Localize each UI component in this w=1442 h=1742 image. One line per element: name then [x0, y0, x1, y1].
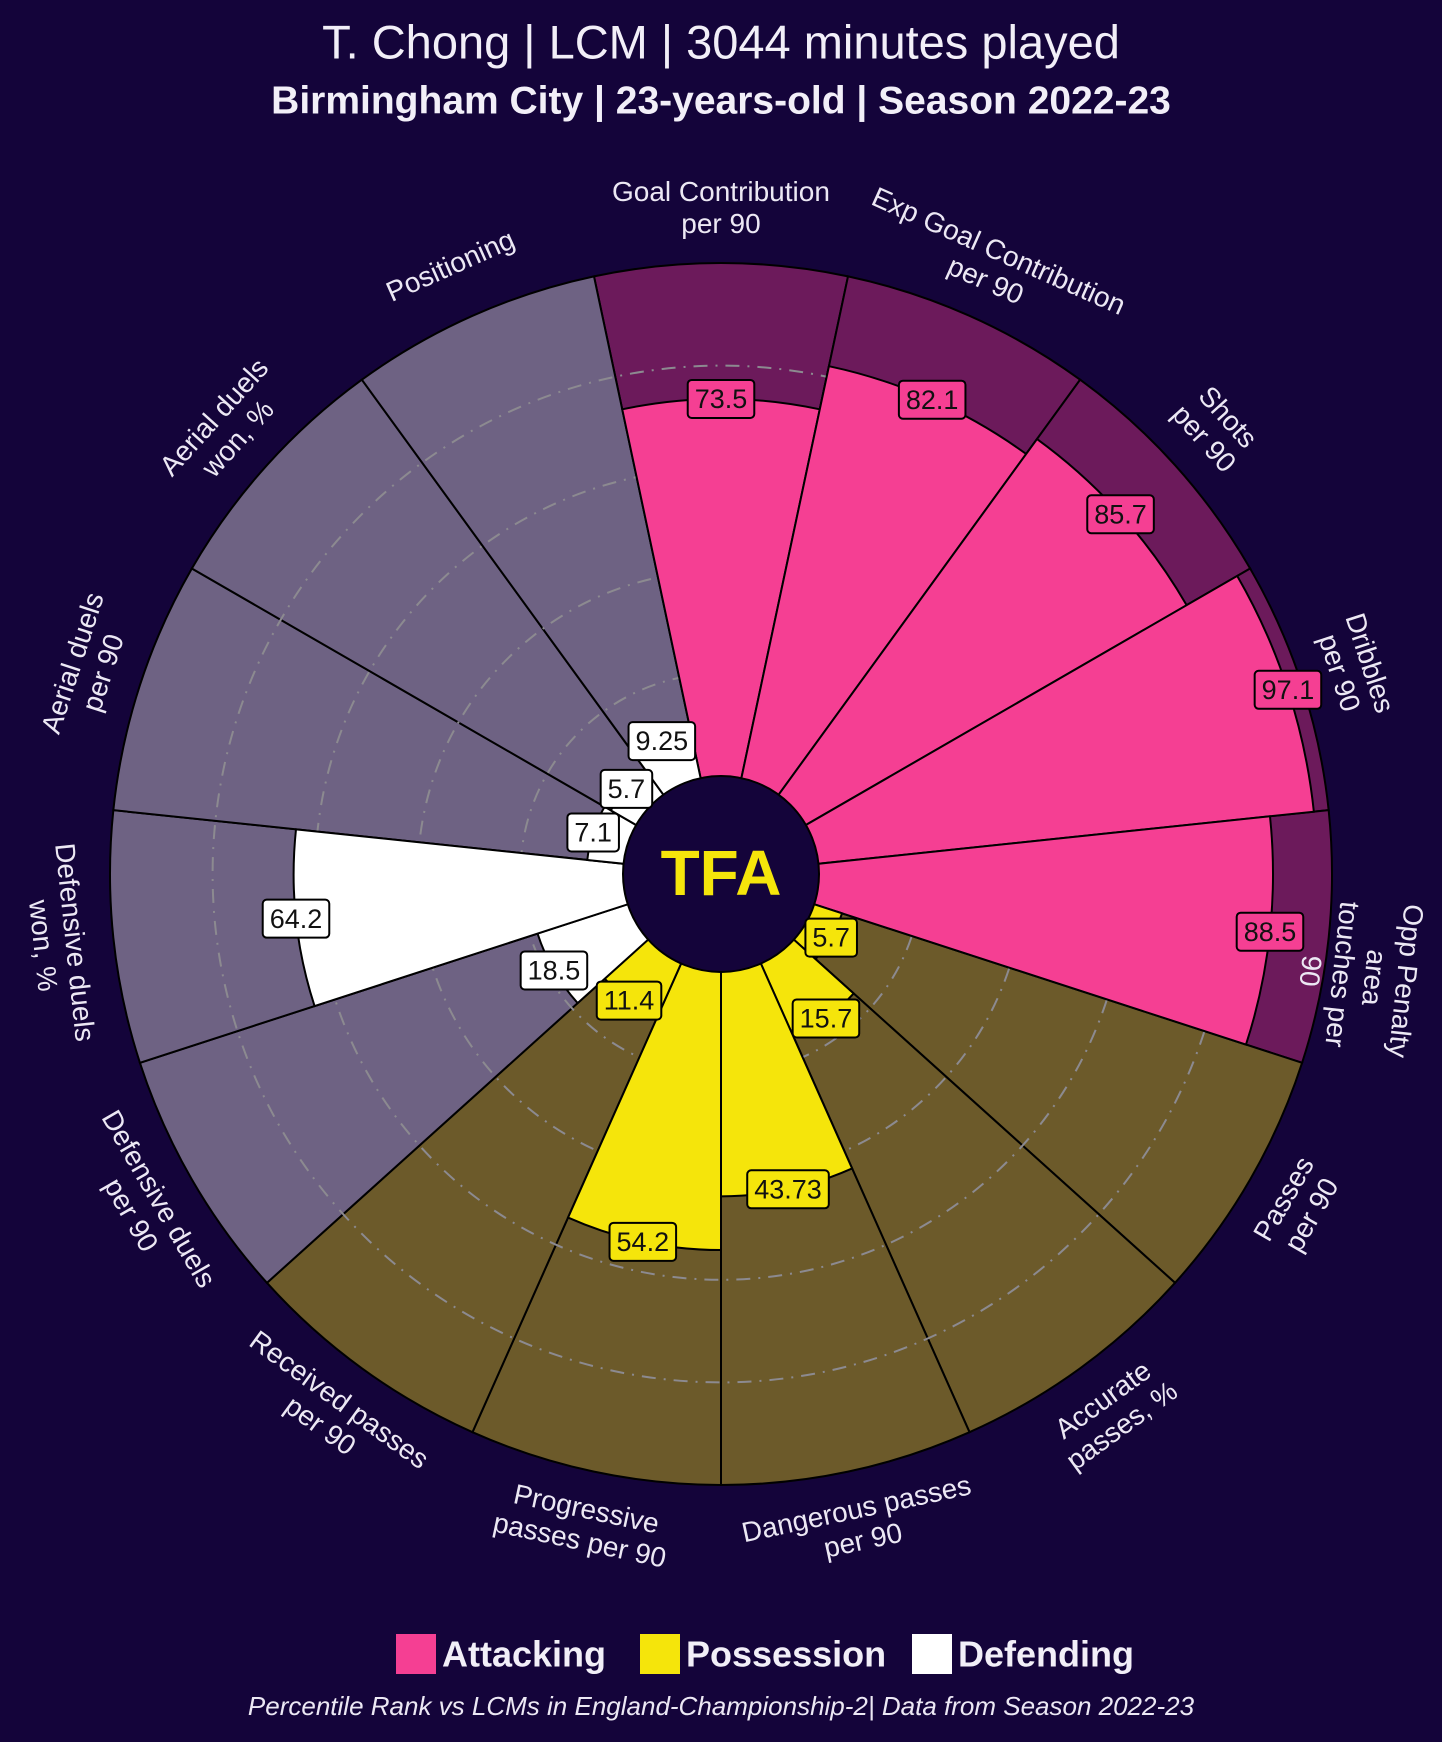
value-label-text: 5.7: [812, 923, 850, 953]
value-label: 82.1: [897, 379, 967, 420]
value-label-box: [608, 1221, 678, 1262]
category-label: Opp Penalty area touches per 90: [1293, 899, 1430, 1059]
value-label: 85.7: [1086, 494, 1155, 535]
value-label: 11.4: [595, 980, 663, 1021]
value-label: 88.5: [1235, 911, 1305, 952]
value-label: 18.5: [519, 950, 589, 991]
value-label-text: 97.1: [1262, 675, 1315, 705]
chart-subtitle: Birmingham City | 23-years-old | Season …: [271, 79, 1171, 122]
value-label: 5.7: [804, 917, 858, 958]
value-label-text: 43.73: [754, 1174, 822, 1204]
value-label-text: 73.5: [695, 384, 748, 414]
legend-label: Possession: [686, 1634, 886, 1675]
legend-label: Attacking: [442, 1634, 606, 1675]
value-label-box: [804, 917, 858, 958]
value-label-text: 15.7: [800, 1004, 853, 1034]
value-label-text: 88.5: [1244, 917, 1297, 947]
value-label-text: 7.1: [574, 818, 612, 848]
value-label-text: 85.7: [1094, 499, 1147, 529]
value-label-box: [746, 1169, 830, 1210]
value-label-box: [261, 898, 331, 939]
value-label-text: 18.5: [528, 956, 581, 986]
value-label: 43.73: [746, 1169, 830, 1210]
legend-label: Defending: [958, 1634, 1134, 1675]
value-label-text: 11.4: [604, 986, 655, 1016]
value-label-box: [599, 768, 654, 809]
slice-background: [190, 378, 722, 875]
value-label: 5.7: [599, 768, 654, 809]
value-label-box: [1086, 494, 1155, 535]
value-label-box: [595, 980, 663, 1021]
value-label-box: [566, 812, 620, 853]
value-label-box: [897, 379, 967, 420]
value-label: 97.1: [1253, 669, 1323, 710]
value-label-box: [627, 721, 697, 762]
value-label: 9.25: [627, 721, 697, 762]
value-label-text: 64.2: [270, 904, 323, 934]
value-label: 7.1: [566, 812, 620, 853]
value-label: 15.7: [791, 998, 861, 1039]
value-label-box: [791, 998, 861, 1039]
value-label-text: 9.25: [636, 726, 689, 756]
value-label: 64.2: [261, 898, 331, 939]
value-label-box: [1253, 669, 1323, 710]
value-label-box: [1235, 911, 1305, 952]
legend-swatch: [640, 1634, 680, 1674]
value-label: 54.2: [608, 1221, 678, 1262]
legend-swatch: [912, 1634, 952, 1674]
value-label-text: 54.2: [617, 1227, 670, 1257]
value-label-box: [686, 378, 756, 419]
slice-background: [112, 567, 722, 875]
slice-background: [720, 873, 1304, 1285]
value-label: 73.5: [686, 378, 756, 419]
value-label-text: 5.7: [608, 774, 646, 804]
footnote: Percentile Rank vs LCMs in England-Champ…: [248, 1691, 1195, 1721]
logo: TFA: [661, 837, 782, 909]
chart-title: T. Chong | LCM | 3044 minutes played: [322, 15, 1120, 68]
value-label-text: 82.1: [906, 385, 959, 415]
center-hole: [622, 775, 820, 973]
value-label-box: [519, 950, 589, 991]
category-label: Goal Contribution per 90: [612, 176, 830, 239]
legend-swatch: [396, 1634, 436, 1674]
